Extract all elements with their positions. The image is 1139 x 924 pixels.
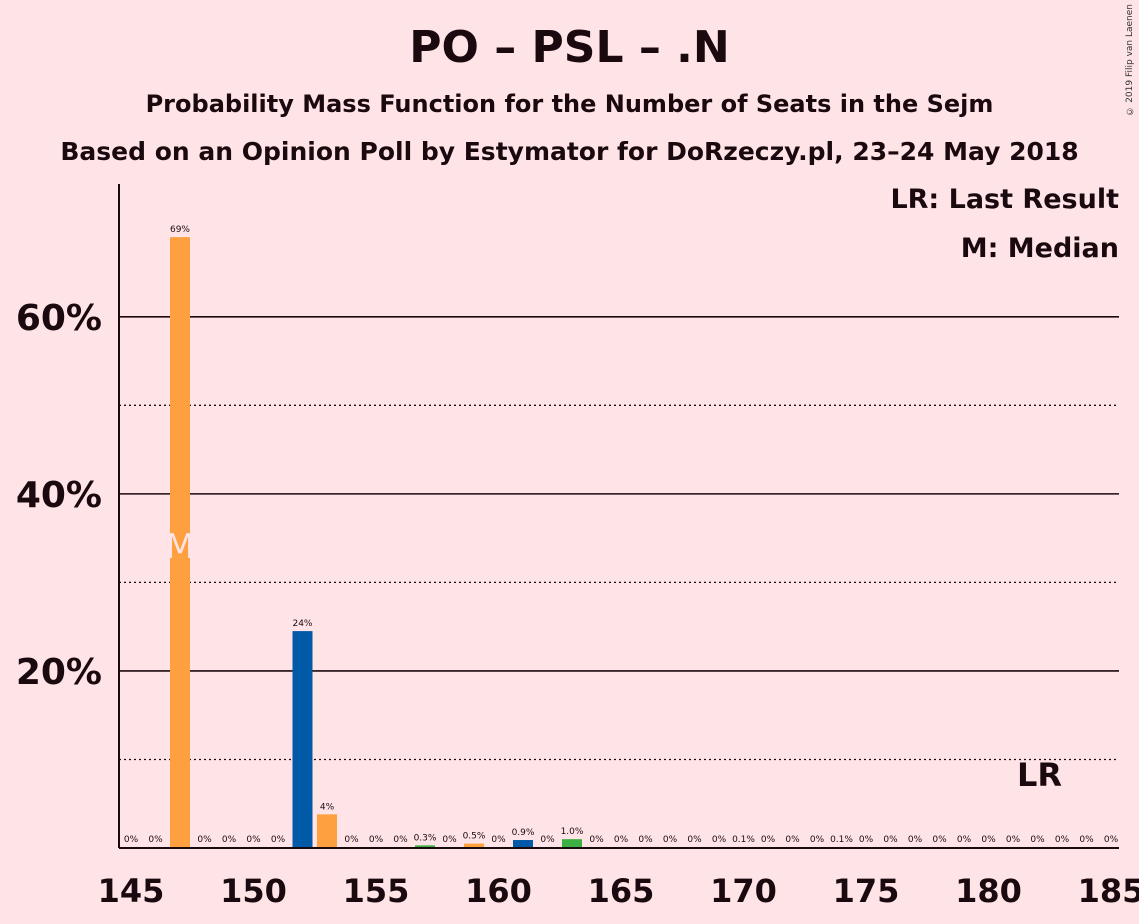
x-tick-label: 170 (710, 872, 777, 910)
x-tick-label: 175 (833, 872, 900, 910)
x-tick-label: 165 (588, 872, 655, 910)
bar-label-177: 0% (908, 835, 923, 845)
bar-label-181: 0% (1006, 835, 1021, 845)
bar-label-179: 0% (957, 835, 972, 845)
bar-label-164: 0% (589, 835, 604, 845)
bar-159 (464, 843, 484, 848)
median-marker: M (165, 527, 194, 567)
bar-label-170: 0.1% (732, 835, 755, 845)
bar-label-149: 0% (222, 835, 237, 845)
legend-median: M: Median (960, 233, 1119, 264)
bar-label-148: 0% (197, 835, 212, 845)
x-tick-label: 185 (1078, 872, 1139, 910)
bar-147 (170, 237, 190, 848)
bar-label-154: 0% (344, 835, 359, 845)
bar-label-159: 0.5% (463, 832, 486, 842)
bar-152 (292, 631, 313, 848)
x-tick-label: 180 (955, 872, 1022, 910)
bar-label-167: 0% (663, 835, 678, 845)
bar-163 (562, 839, 582, 848)
bar-label-180: 0% (981, 835, 996, 845)
y-tick-label: 60% (16, 298, 102, 339)
y-tick-label: 20% (16, 652, 102, 693)
bar-label-174: 0.1% (830, 835, 853, 845)
bar-label-173: 0% (810, 835, 825, 845)
x-tick-label: 155 (343, 872, 410, 910)
bar-157 (415, 845, 435, 848)
bar-label-151: 0% (271, 835, 286, 845)
bar-label-172: 0% (785, 835, 800, 845)
bar-label-185: 0% (1104, 835, 1119, 845)
bar-label-168: 0% (687, 835, 702, 845)
bar-label-147: 69% (170, 225, 190, 235)
bar-label-153: 4% (320, 802, 335, 812)
bar-label-175: 0% (859, 835, 874, 845)
bar-label-157: 0.3% (414, 833, 437, 843)
bar-161 (513, 840, 533, 848)
bar-label-178: 0% (932, 835, 947, 845)
bar-label-169: 0% (712, 835, 727, 845)
bar-label-166: 0% (638, 835, 653, 845)
bar-label-145: 0% (124, 835, 139, 845)
bar-label-165: 0% (614, 835, 629, 845)
last-result-marker: LR (1017, 756, 1062, 794)
bar-153 (317, 814, 337, 848)
bar-label-152: 24% (292, 619, 312, 629)
bar-label-176: 0% (883, 835, 898, 845)
x-tick-label: 150 (220, 872, 287, 910)
bar-label-160: 0% (491, 835, 506, 845)
bar-label-171: 0% (761, 835, 776, 845)
bar-label-183: 0% (1055, 835, 1070, 845)
bar-label-184: 0% (1079, 835, 1094, 845)
bar-label-162: 0% (540, 835, 555, 845)
bar-label-150: 0% (246, 835, 261, 845)
bar-label-161: 0.9% (512, 828, 535, 838)
chart-subtitle: Probability Mass Function for the Number… (145, 90, 994, 118)
bar-label-156: 0% (393, 835, 408, 845)
x-tick-label: 160 (465, 872, 532, 910)
y-tick-label: 40% (16, 475, 102, 516)
chart-title: PO – PSL – .N (409, 22, 730, 73)
bar-label-182: 0% (1030, 835, 1045, 845)
legend-last-result: LR: Last Result (890, 184, 1119, 215)
bar-label-146: 0% (148, 835, 163, 845)
x-tick-label: 145 (98, 872, 165, 910)
chart-subtitle-source: Based on an Opinion Poll by Estymator fo… (60, 137, 1079, 166)
bar-label-158: 0% (442, 835, 457, 845)
bar-label-163: 1.0% (561, 827, 584, 837)
bar-label-155: 0% (369, 835, 384, 845)
